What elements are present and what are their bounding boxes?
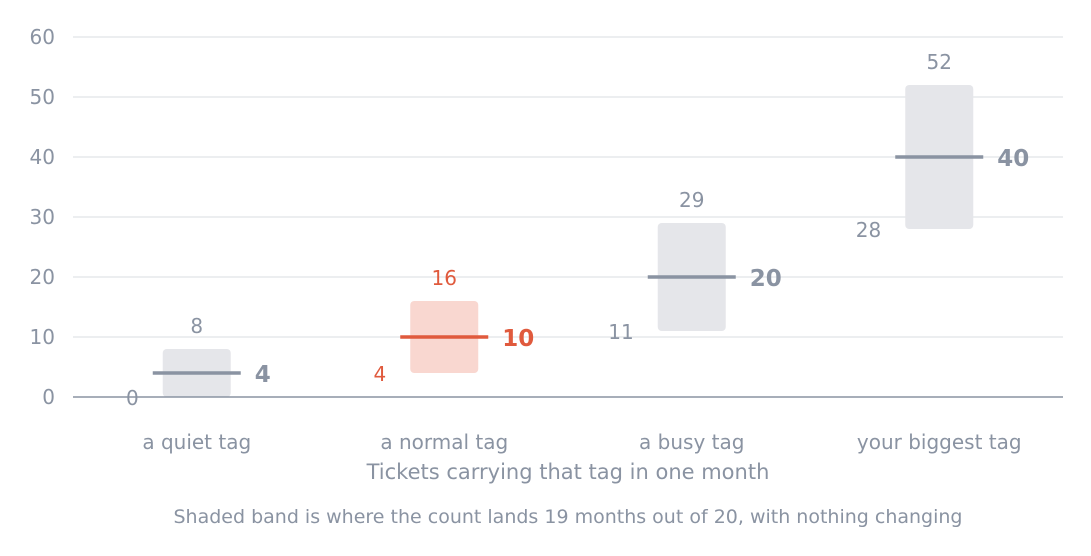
median-label: 20	[750, 266, 782, 292]
y-tick-labels: 0 10 20 30 40 50 60	[30, 25, 55, 409]
y-tick-label: 10	[30, 325, 55, 349]
median-label: 10	[502, 326, 534, 352]
high-label: 8	[190, 314, 203, 338]
low-label: 28	[856, 218, 881, 242]
x-category-label: your biggest tag	[857, 430, 1022, 454]
x-category-label: a quiet tag	[142, 430, 251, 454]
low-label: 0	[126, 386, 139, 410]
x-category-labels: a quiet tag a normal tag a busy tag your bi…	[142, 430, 1021, 454]
chart-footnote: Shaded band is where the count lands 19 …	[173, 506, 962, 528]
median-label: 4	[255, 362, 271, 388]
y-tick-label: 50	[30, 85, 55, 109]
range-bands: 8 0 4 16 4 10 29 11 20 52 28 40	[126, 50, 1029, 410]
x-category-label: a busy tag	[639, 430, 744, 454]
x-axis-title: Tickets carrying that tag in one month	[366, 460, 770, 484]
gridlines	[73, 36, 1063, 338]
x-category-label: a normal tag	[380, 430, 508, 454]
y-tick-label: 40	[30, 145, 55, 169]
y-tick-label: 60	[30, 25, 55, 49]
y-tick-label: 0	[42, 385, 55, 409]
high-label: 16	[432, 266, 457, 290]
high-label: 52	[927, 50, 952, 74]
y-tick-label: 20	[30, 265, 55, 289]
high-label: 29	[679, 188, 704, 212]
y-tick-label: 30	[30, 205, 55, 229]
low-label: 11	[608, 320, 633, 344]
low-label: 4	[374, 362, 387, 386]
median-label: 40	[997, 146, 1029, 172]
